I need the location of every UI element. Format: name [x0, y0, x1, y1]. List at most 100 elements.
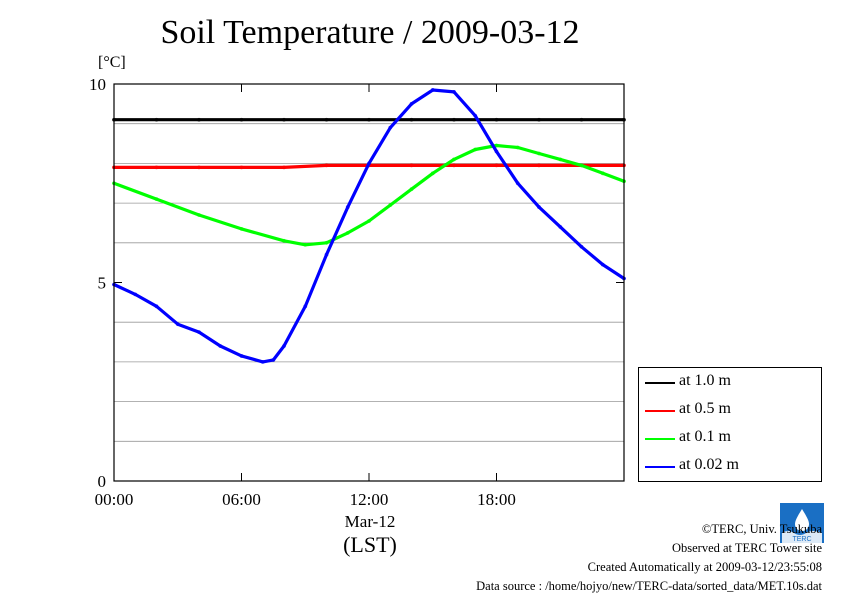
series-point	[452, 90, 456, 94]
legend-label: at 0.5 m	[679, 400, 731, 417]
series-point	[271, 358, 276, 362]
series-point	[537, 117, 541, 122]
series-point	[600, 171, 605, 176]
credits: ©TERC, Univ. Tsukuba Observed at TERC To…	[476, 520, 822, 596]
x-tick-label: 00:00	[95, 490, 134, 509]
series-point	[452, 163, 456, 168]
legend-item-0-02m: at 0.02 m	[639, 453, 823, 481]
series-point	[154, 117, 159, 122]
series-point	[197, 165, 201, 170]
series-point	[558, 225, 563, 229]
series-point	[473, 113, 478, 118]
x-tick-label: 18:00	[477, 490, 516, 509]
series-point	[367, 161, 371, 166]
series-point	[409, 101, 414, 106]
series-point	[324, 163, 329, 168]
series-point	[494, 149, 499, 154]
y-tick-label: 5	[98, 274, 107, 293]
series-point	[537, 151, 541, 156]
series-point	[282, 344, 286, 348]
grid-layer	[114, 123, 624, 442]
series-point	[133, 292, 138, 297]
series-point	[452, 117, 456, 122]
legend-label: at 0.02 m	[679, 456, 739, 473]
series-point	[324, 252, 329, 257]
series-point	[282, 238, 286, 243]
series-point	[282, 117, 286, 122]
series-point	[303, 304, 308, 309]
series-point	[239, 117, 244, 122]
series-point	[494, 143, 499, 148]
x-tick-label: 06:00	[222, 490, 261, 509]
series-point	[367, 219, 371, 223]
series-point	[537, 205, 541, 209]
series-point	[430, 88, 435, 92]
x-tick-label: 12:00	[350, 490, 389, 509]
source-text: Data source : /home/hojyo/new/TERC-data/…	[476, 579, 822, 593]
legend-item-1m: at 1.0 m	[639, 369, 823, 397]
series-point	[579, 117, 584, 122]
series-point	[345, 205, 350, 209]
series-line	[112, 88, 626, 364]
series-point	[154, 165, 159, 170]
legend-swatch	[645, 410, 675, 412]
series-point	[430, 171, 435, 176]
series-point	[494, 117, 499, 122]
copyright-text: ©TERC, Univ. Tsukuba	[701, 522, 822, 536]
series-line	[112, 143, 626, 247]
series-point	[452, 157, 456, 162]
series-point	[345, 230, 350, 235]
series-point	[197, 213, 201, 217]
y-tick-label: 0	[98, 472, 107, 491]
series-point	[409, 117, 414, 122]
series-point	[473, 147, 478, 152]
site-text: Observed at TERC Tower site	[671, 541, 822, 555]
legend-swatch	[645, 438, 675, 440]
series-point	[303, 242, 308, 247]
series-layer	[112, 88, 626, 364]
terc-logo: TERC	[780, 503, 824, 543]
series-point	[239, 227, 244, 231]
legend-label: at 0.1 m	[679, 428, 731, 445]
series-point	[388, 125, 393, 130]
series-point	[494, 163, 499, 168]
legend-item-0-1m: at 0.1 m	[639, 425, 823, 453]
series-point	[515, 145, 520, 150]
x-axis-label: (LST)	[343, 532, 397, 557]
series-point	[579, 163, 584, 168]
series-point	[515, 181, 520, 186]
created-text: Created Automatically at 2009-03-12/23:5…	[587, 560, 822, 574]
series-point	[239, 354, 244, 358]
series-point	[154, 197, 159, 202]
series-point	[537, 163, 541, 168]
legend-swatch	[645, 382, 675, 384]
series-point	[218, 344, 223, 348]
series-point	[197, 330, 201, 335]
y-tick-label: 10	[89, 75, 106, 94]
svg-text:TERC: TERC	[792, 536, 811, 543]
series-point	[558, 157, 563, 162]
series-point	[409, 163, 414, 168]
y-axis-unit: [°C]	[98, 54, 126, 71]
series-point	[175, 322, 180, 327]
tick-layer: 0 5 10 00:00 06:00 12:00 18:00	[89, 75, 624, 509]
x-axis-date: Mar-12	[344, 512, 396, 531]
legend-item-0-5m: at 0.5 m	[639, 397, 823, 425]
series-point	[600, 262, 605, 267]
chart-title: Soil Temperature / 2009-03-12	[160, 14, 580, 51]
plot-frame	[113, 83, 625, 482]
series-point	[388, 203, 393, 207]
series-point	[579, 244, 584, 249]
series-point	[260, 359, 265, 364]
series-point	[324, 117, 329, 122]
legend-swatch	[645, 466, 675, 468]
series-point	[282, 165, 286, 170]
legend: at 1.0 m at 0.5 m at 0.1 m at 0.02 m	[638, 367, 822, 482]
series-point	[409, 187, 414, 192]
series-point	[324, 240, 329, 245]
series-point	[154, 304, 159, 309]
series-point	[367, 117, 371, 122]
series-point	[239, 165, 244, 170]
series-point	[197, 117, 201, 122]
